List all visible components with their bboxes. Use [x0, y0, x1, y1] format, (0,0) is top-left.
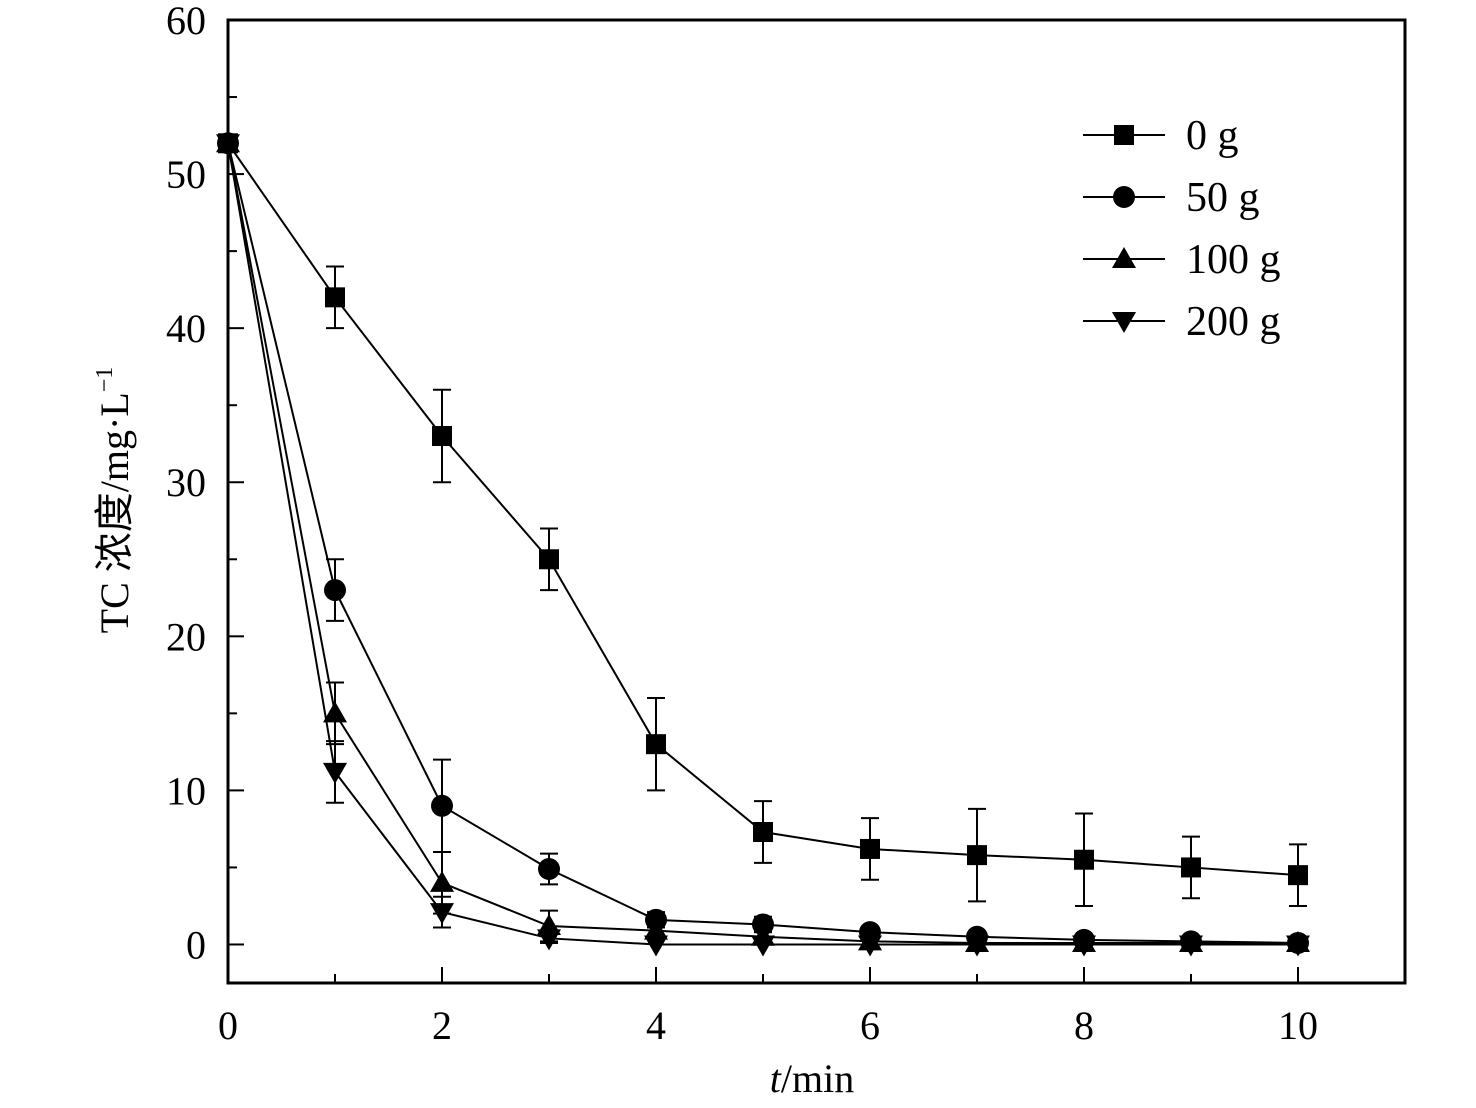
data-point	[751, 935, 775, 957]
y-tick-label: 50	[166, 152, 206, 197]
legend-marker	[1113, 186, 1135, 208]
series-line	[227, 142, 1299, 877]
data-point	[1288, 865, 1308, 886]
data-point	[965, 935, 989, 957]
y-tick-label: 30	[166, 460, 206, 505]
data-point	[1179, 935, 1203, 957]
y-tick-label: 10	[166, 768, 206, 813]
data-point	[644, 918, 668, 940]
legend-label: 100 g	[1186, 237, 1281, 283]
error-bars	[326, 265, 1307, 946]
legend-marker	[1114, 125, 1134, 145]
data-point	[431, 794, 453, 817]
axis-ticks	[227, 19, 1299, 983]
data-point	[539, 549, 559, 570]
data-point	[753, 822, 773, 843]
data-point	[324, 579, 346, 602]
data-point	[858, 935, 882, 957]
data-point	[430, 903, 454, 925]
data-point	[432, 426, 452, 447]
tick-labels: 0 2 4 6 8 10 0 10 20 30 40 50 60	[166, 0, 1318, 1048]
data-point	[1286, 935, 1310, 957]
data-point	[325, 287, 345, 308]
x-tick-label: 10	[1278, 1003, 1318, 1048]
y-tick-label: 40	[166, 306, 206, 351]
data-markers	[216, 131, 1310, 957]
y-tick-label: 0	[186, 922, 206, 967]
data-point	[646, 734, 666, 755]
data-point	[967, 845, 987, 866]
x-tick-label: 6	[860, 1003, 880, 1048]
data-point	[538, 857, 560, 880]
y-axis-title: TC 浓度/mg·L−1	[92, 367, 137, 634]
x-axis-title: t/min	[770, 1056, 854, 1101]
data-point	[323, 762, 347, 784]
data-point	[323, 701, 347, 723]
legend-label: 0 g	[1186, 113, 1239, 159]
x-tick-label: 8	[1074, 1003, 1094, 1048]
data-point	[1074, 849, 1094, 870]
data-point	[860, 838, 880, 859]
x-tick-label: 4	[646, 1003, 666, 1048]
data-point	[537, 929, 561, 951]
legend-marker	[1112, 247, 1136, 268]
data-point	[430, 870, 454, 892]
legend-marker	[1112, 312, 1136, 333]
y-tick-label: 20	[166, 614, 206, 659]
legend: 0 g 50 g 100 g 200 g	[1083, 113, 1281, 345]
data-point	[644, 935, 668, 957]
plot-frame	[226, 18, 1407, 985]
legend-label: 200 g	[1186, 299, 1281, 345]
data-point	[752, 913, 774, 936]
legend-label: 50 g	[1186, 175, 1260, 221]
x-tick-label: 2	[432, 1003, 452, 1048]
x-tick-label: 0	[218, 1003, 238, 1048]
y-tick-label: 60	[166, 0, 206, 43]
data-point	[1072, 935, 1096, 957]
data-point	[1181, 857, 1201, 878]
